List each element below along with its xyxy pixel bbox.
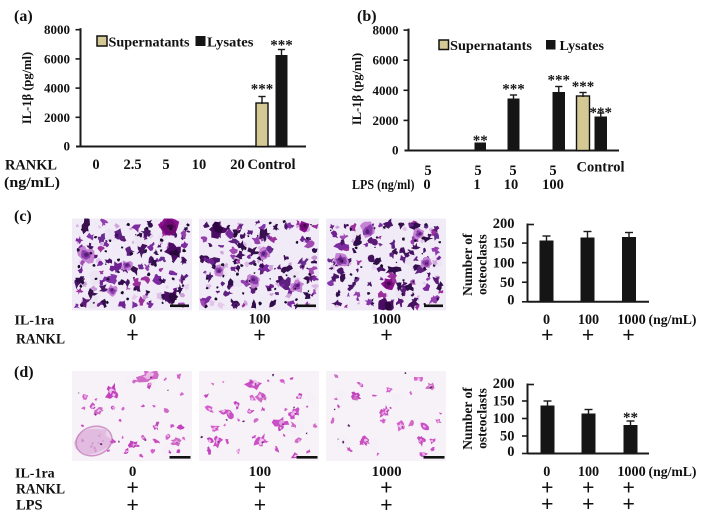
svg-text:200: 200	[493, 376, 515, 392]
svg-text:0: 0	[543, 464, 550, 480]
svg-text:***: ***	[590, 105, 613, 121]
svg-text:0: 0	[507, 444, 514, 460]
svg-text:IL-1ra: IL-1ra	[15, 467, 55, 482]
svg-text:100: 100	[493, 255, 515, 271]
svg-text:10: 10	[192, 157, 207, 173]
svg-text:(d): (d)	[14, 364, 34, 381]
svg-text:4000: 4000	[44, 81, 70, 96]
svg-text:+: +	[541, 475, 554, 500]
svg-text:+: +	[622, 322, 635, 347]
svg-text:1000: 1000	[372, 464, 402, 480]
svg-text:Lysates: Lysates	[560, 39, 605, 54]
svg-text:(a): (a)	[14, 8, 33, 25]
svg-text:+: +	[126, 492, 139, 517]
svg-text:(b): (b)	[357, 8, 377, 25]
svg-text:1: 1	[473, 177, 480, 193]
svg-text:20: 20	[230, 157, 245, 173]
svg-text:osteoclasts: osteoclasts	[475, 234, 490, 295]
svg-text:1000: 1000	[617, 464, 645, 480]
svg-text:+: +	[380, 475, 393, 500]
svg-text:6000: 6000	[373, 53, 399, 68]
svg-text:0: 0	[507, 292, 514, 308]
svg-text:Control: Control	[248, 157, 296, 173]
svg-text:(ng/mL): (ng/mL)	[4, 175, 60, 191]
svg-text:IL-1β (pg/ml): IL-1β (pg/ml)	[20, 52, 34, 124]
svg-text:LPS: LPS	[16, 498, 43, 514]
svg-text:8000: 8000	[44, 22, 70, 37]
svg-text:5: 5	[424, 163, 431, 179]
svg-text:8000: 8000	[373, 23, 399, 38]
svg-text:50: 50	[500, 429, 515, 445]
svg-text:+: +	[253, 322, 266, 347]
svg-text:Number of: Number of	[460, 387, 475, 450]
svg-text:100: 100	[249, 464, 272, 480]
svg-text:100: 100	[578, 464, 599, 480]
svg-text:0: 0	[543, 312, 550, 328]
svg-text:5: 5	[162, 157, 169, 173]
svg-text:+: +	[582, 322, 595, 347]
svg-text:10: 10	[504, 177, 519, 193]
svg-text:100: 100	[249, 312, 271, 328]
svg-text:0: 0	[129, 464, 137, 480]
svg-text:+: +	[126, 475, 139, 500]
svg-text:***: ***	[572, 79, 595, 95]
svg-text:IL-1β (pg/ml): IL-1β (pg/ml)	[350, 53, 364, 125]
svg-text:200: 200	[493, 216, 515, 232]
svg-text:+: +	[582, 491, 595, 516]
svg-text:Control: Control	[577, 160, 625, 176]
svg-text:100: 100	[493, 411, 515, 427]
svg-text:5: 5	[549, 163, 556, 179]
svg-text:+: +	[582, 475, 595, 500]
svg-text:4000: 4000	[373, 83, 399, 98]
svg-text:1000: 1000	[372, 312, 401, 328]
svg-text:0: 0	[64, 139, 71, 154]
svg-text:50: 50	[500, 275, 515, 291]
svg-text:+: +	[254, 475, 267, 500]
svg-text:+: +	[380, 492, 393, 517]
svg-text:150: 150	[493, 394, 515, 410]
svg-text:***: ***	[502, 82, 525, 98]
svg-text:150: 150	[493, 236, 515, 252]
svg-text:**: **	[473, 133, 488, 149]
svg-text:5: 5	[509, 163, 516, 179]
svg-text:0: 0	[392, 143, 399, 158]
svg-text:Number of: Number of	[460, 233, 475, 296]
svg-text:0: 0	[92, 157, 99, 173]
svg-text:100: 100	[578, 312, 599, 328]
svg-text:(ng/mL): (ng/mL)	[649, 465, 697, 480]
svg-text:**: **	[623, 410, 638, 426]
svg-text:+: +	[622, 475, 635, 500]
svg-text:+: +	[622, 491, 635, 516]
svg-text:RANKL: RANKL	[16, 332, 65, 348]
svg-text:+: +	[541, 322, 554, 347]
svg-text:2000: 2000	[44, 110, 70, 125]
svg-text:100: 100	[542, 177, 564, 193]
svg-text:1000: 1000	[617, 312, 645, 328]
svg-text:osteoclasts: osteoclasts	[475, 388, 490, 449]
svg-text:Lysates: Lysates	[207, 36, 254, 51]
svg-text:Supernatants: Supernatants	[450, 39, 533, 54]
svg-text:Supernatants: Supernatants	[109, 36, 191, 51]
svg-text:LPS (ng/ml): LPS (ng/ml)	[352, 178, 415, 193]
svg-text:0: 0	[129, 312, 136, 328]
svg-text:***: ***	[548, 73, 571, 89]
svg-text:(c): (c)	[14, 208, 32, 225]
svg-text:RANKL: RANKL	[16, 482, 65, 498]
svg-text:IL-1ra: IL-1ra	[15, 314, 55, 329]
svg-text:***: ***	[270, 38, 293, 54]
svg-text:6000: 6000	[44, 51, 70, 66]
svg-text:+: +	[541, 491, 554, 516]
svg-text:RANKL: RANKL	[5, 158, 57, 174]
svg-text:2.5: 2.5	[123, 157, 141, 173]
svg-text:5: 5	[474, 163, 481, 179]
svg-text:(ng/mL): (ng/mL)	[649, 313, 697, 328]
svg-text:+: +	[126, 322, 139, 347]
svg-text:+: +	[380, 322, 393, 347]
svg-text:***: ***	[251, 82, 274, 98]
svg-text:2000: 2000	[373, 113, 399, 128]
svg-text:0: 0	[423, 177, 430, 193]
svg-text:+: +	[254, 492, 267, 517]
